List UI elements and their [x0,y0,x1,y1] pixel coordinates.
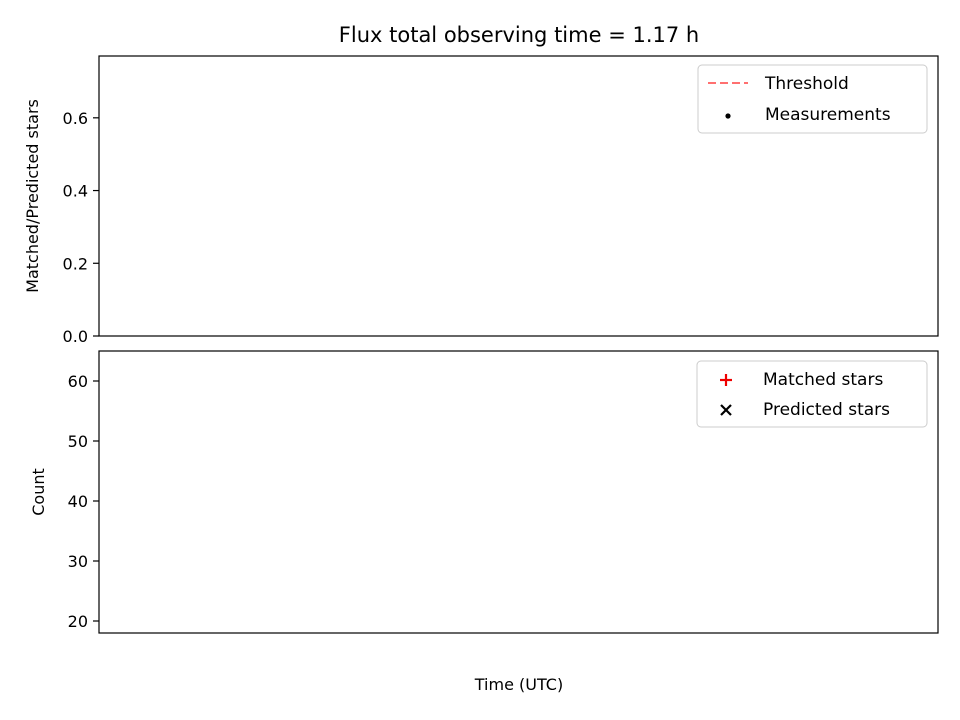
bottom-y-tick-label: 20 [68,612,88,631]
measurements-legend-swatch [725,113,731,119]
top-legend-box [697,64,928,134]
bottom-y-axis-label: Count [29,468,48,516]
predicted-legend-swatch [720,404,732,416]
threshold-legend-label: Threshold [764,74,849,94]
matched-legend-swatch [720,374,732,386]
matched-legend-label: Matched stars [763,370,883,390]
bottom-plot-frame [98,350,939,634]
bottom-y-tick-label: 40 [68,492,88,511]
top-y-tick-label: 0.4 [63,182,88,201]
measurements-legend-label: Measurements [765,105,891,125]
bottom-y-tick-label: 50 [68,432,88,451]
top-panel: 0.0 0.2 0.4 0.6 Matched/Predicted stars Thr… [23,55,939,346]
predicted-legend-label: Predicted stars [763,400,890,420]
bottom-y-tick-label: 30 [68,552,88,571]
top-y-axis-label: Matched/Predicted stars [23,99,42,293]
top-legend: Threshold Measurements [697,64,928,134]
chart-title: Flux total observing time = 1.17 h [339,23,699,47]
top-plot-frame [98,55,939,337]
top-y-tick-label: 0.6 [63,109,88,128]
bottom-y-tick-label: 60 [68,372,88,391]
top-y-tick-label: 0.2 [63,254,88,273]
bottom-legend: Matched stars Predicted stars [696,360,928,428]
top-y-tick-label: 0.0 [63,327,88,346]
top-y-axis: 0.0 0.2 0.4 0.6 [63,109,99,346]
x-axis-label: Time (UTC) [474,675,563,694]
bottom-legend-box [696,360,928,428]
bottom-y-axis: 20 30 40 50 60 [68,372,99,631]
